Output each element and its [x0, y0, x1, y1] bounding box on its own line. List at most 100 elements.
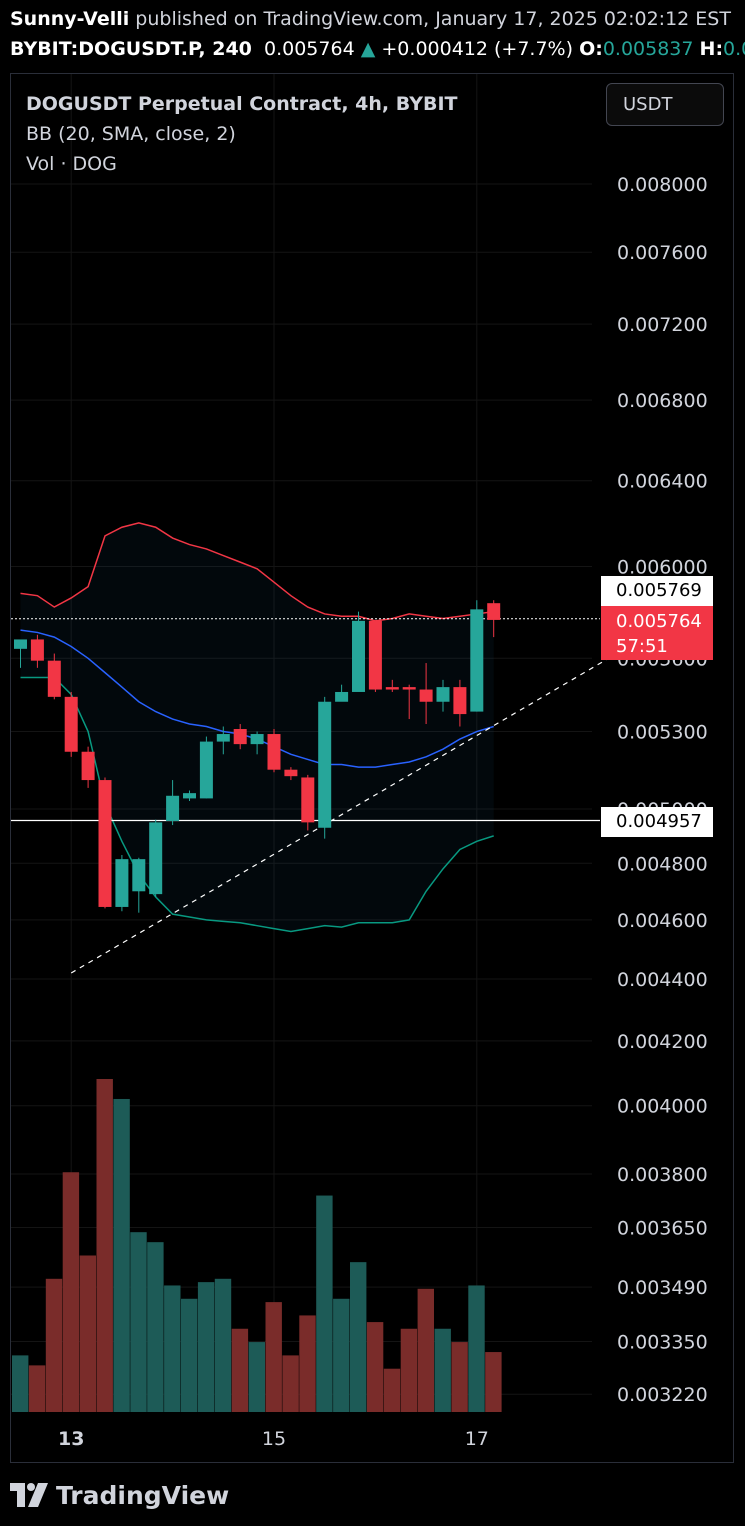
- candle-body-down: [98, 780, 112, 907]
- bb-upper-line: [20, 522, 494, 622]
- volume-bar: [214, 1278, 232, 1412]
- candle-body-up: [14, 639, 27, 649]
- volume-bar: [350, 1262, 367, 1412]
- price-tick-label: 0.003220: [617, 1384, 708, 1406]
- price-tick-label: 0.004200: [617, 1031, 708, 1053]
- volume-bar: [45, 1278, 63, 1412]
- current-price-value: 0.005764: [616, 611, 702, 632]
- candle-body-up: [199, 741, 213, 799]
- symbol-name: BYBIT:DOGUSDT.P, 240: [10, 38, 252, 60]
- volume-bar: [417, 1288, 434, 1412]
- line-price-label-lower: 0.004957: [601, 807, 713, 837]
- volume-bar: [434, 1328, 451, 1412]
- bb-fill: [20, 522, 494, 932]
- candle-body-down: [385, 687, 399, 690]
- volume-bar: [96, 1079, 113, 1412]
- volume-bar: [265, 1302, 282, 1412]
- price-tick-label: 0.004600: [617, 910, 708, 932]
- price-tick-label: 0.003490: [617, 1277, 708, 1299]
- symbol-info: BYBIT:DOGUSDT.P, 240 0.005764 ▲ +0.00041…: [10, 38, 745, 60]
- volume-bar: [248, 1342, 265, 1412]
- price-tick-label: 0.006800: [617, 390, 708, 412]
- volume-bar: [282, 1355, 299, 1412]
- chart-title: DOGUSDT Perpetual Contract, 4h, BYBIT: [26, 93, 458, 115]
- volume-bar: [79, 1255, 96, 1412]
- candle-body-down: [233, 729, 247, 745]
- volume-bar: [181, 1298, 198, 1412]
- line-price-label-upper: 0.005769: [601, 576, 713, 606]
- candle-body-up: [115, 859, 129, 907]
- brand-name: TradingView: [56, 1480, 230, 1510]
- candle-body-up: [149, 822, 163, 895]
- candle-body-up: [335, 691, 349, 702]
- time-tick-label: 13: [58, 1428, 84, 1450]
- candle-body-up: [352, 620, 365, 692]
- price-tick-label: 0.003350: [617, 1332, 708, 1354]
- volume-legend[interactable]: Vol · DOG: [26, 153, 117, 175]
- price-tick-label: 0.004400: [617, 969, 708, 991]
- volume-bar: [316, 1195, 333, 1412]
- volume-bar: [12, 1355, 29, 1412]
- publish-date: published on TradingView.com, January 17…: [129, 8, 731, 30]
- candle-body-up: [183, 793, 196, 799]
- up-arrow-icon: ▲: [360, 38, 376, 60]
- candle-body-down: [64, 696, 78, 752]
- volume-bar: [299, 1315, 316, 1412]
- volume-bar: [468, 1285, 485, 1412]
- currency-button[interactable]: USDT: [606, 83, 724, 126]
- price-tick-label: 0.004800: [617, 853, 708, 875]
- candle-body-up: [166, 795, 180, 822]
- price-tick-label: 0.004000: [617, 1096, 708, 1118]
- price-tick-label: 0.007200: [617, 314, 708, 336]
- volume-bar: [164, 1285, 181, 1412]
- candle-body-up: [436, 687, 450, 702]
- volume-bar: [400, 1328, 418, 1412]
- candle-body-down: [284, 769, 298, 777]
- price-change: +0.000412 (+7.7%): [381, 38, 574, 60]
- price-tick-label: 0.003800: [617, 1164, 708, 1186]
- volume-bar: [28, 1365, 46, 1412]
- trendline: [70, 645, 630, 974]
- last-price: 0.005764: [264, 38, 355, 60]
- publish-info: Sunny-Velli published on TradingView.com…: [10, 8, 731, 30]
- volume-bar: [62, 1172, 80, 1412]
- price-tick-label: 0.003650: [617, 1218, 708, 1240]
- high-label: H:: [699, 38, 724, 60]
- price-tick-label: 0.005300: [617, 722, 708, 744]
- candle-body-down: [453, 687, 467, 715]
- tradingview-logo-icon: [10, 1483, 48, 1507]
- candle-body-down: [30, 639, 44, 661]
- volume-bar: [366, 1322, 384, 1412]
- bb-lower-line: [20, 676, 494, 933]
- price-tick-label: 0.006000: [617, 557, 708, 579]
- volume-bar: [113, 1098, 130, 1412]
- volume-bar: [197, 1282, 215, 1412]
- candle-body-down: [419, 689, 433, 702]
- volume-bar: [231, 1328, 249, 1412]
- countdown-timer: 57:51: [616, 636, 668, 657]
- time-tick-label: 15: [262, 1428, 286, 1450]
- volume-bar: [147, 1242, 164, 1412]
- candle-body-down: [368, 620, 382, 690]
- volume-bar: [485, 1352, 502, 1412]
- volume-bar: [383, 1368, 401, 1412]
- price-tick-label: 0.006400: [617, 471, 708, 493]
- high-value: 0.0: [723, 38, 745, 60]
- candle-body-up: [470, 609, 484, 712]
- candle-body-up: [132, 859, 146, 892]
- bb-legend[interactable]: BB (20, SMA, close, 2): [26, 123, 236, 145]
- candle-body-down: [81, 751, 95, 781]
- price-tick-label: 0.007600: [617, 242, 708, 264]
- candle-body-down: [487, 603, 501, 620]
- candle-body-up: [318, 701, 332, 828]
- price-tick-label: 0.008000: [617, 174, 708, 196]
- volume-bar: [333, 1298, 350, 1412]
- candle-body-down: [267, 734, 281, 770]
- author-name[interactable]: Sunny-Velli: [10, 8, 130, 30]
- tradingview-logo[interactable]: TradingView: [10, 1478, 229, 1512]
- current-price-label: 0.005764 57:51: [601, 606, 713, 660]
- volume-bar: [451, 1342, 468, 1412]
- candle-body-up: [216, 734, 230, 742]
- volume-bar: [130, 1232, 147, 1412]
